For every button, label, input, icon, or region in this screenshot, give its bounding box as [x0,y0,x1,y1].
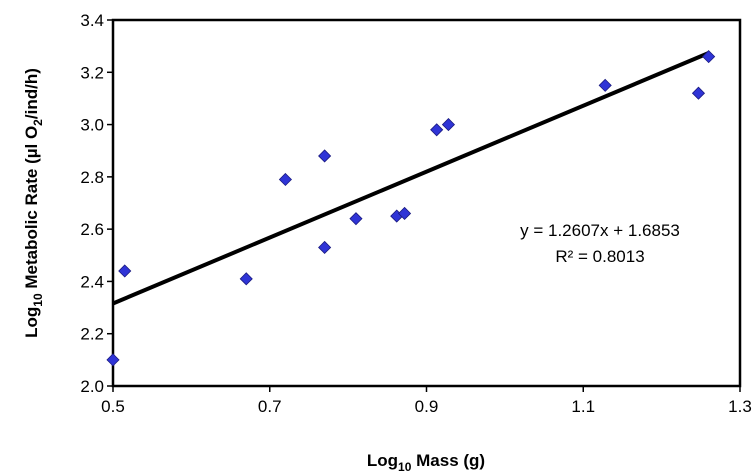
y-tick-label: 2.6 [80,220,104,239]
x-tick-label: 0.5 [101,397,125,416]
y-tick-label: 3.0 [80,116,104,135]
plot-area [111,18,742,388]
data-point [239,272,253,286]
y-axis-title: Log10 Metabolic Rate (µl O2/ind/h) [22,68,45,338]
x-tick-label: 0.9 [415,397,439,416]
trendline [112,51,710,306]
r-squared-label: R² = 0.8013 [555,247,644,266]
data-point [598,78,612,92]
y-tick-label: 2.2 [80,325,104,344]
trendline-group [112,51,710,306]
data-point [702,50,716,64]
data-points [106,50,716,367]
y-tick-label: 3.4 [80,11,104,30]
data-point [106,353,120,367]
x-tick-label: 0.7 [258,397,282,416]
x-tick-label: 1.1 [571,397,595,416]
data-point [441,118,456,132]
y-axis-ticks: 2.0 2.2 2.4 2.6 2.8 3.0 3.2 3.4 [80,11,113,396]
x-axis-ticks: 0.5 0.7 0.9 1.1 1.3 [101,386,752,416]
data-point [318,240,332,255]
y-tick-label: 3.2 [80,63,104,82]
data-point [430,123,444,137]
data-point [318,149,332,163]
x-tick-label: 1.3 [728,397,752,416]
data-point [278,172,292,187]
data-point [397,206,412,221]
data-point [691,86,706,100]
data-point [118,264,132,278]
trendline-equation: y = 1.2607x + 1.6853 [520,221,680,240]
data-point [349,212,363,226]
x-axis-title: Log10 Mass (g) [367,451,485,474]
y-tick-label: 2.0 [80,377,104,396]
y-tick-label: 2.8 [80,168,104,187]
y-tick-label: 2.4 [80,272,104,291]
